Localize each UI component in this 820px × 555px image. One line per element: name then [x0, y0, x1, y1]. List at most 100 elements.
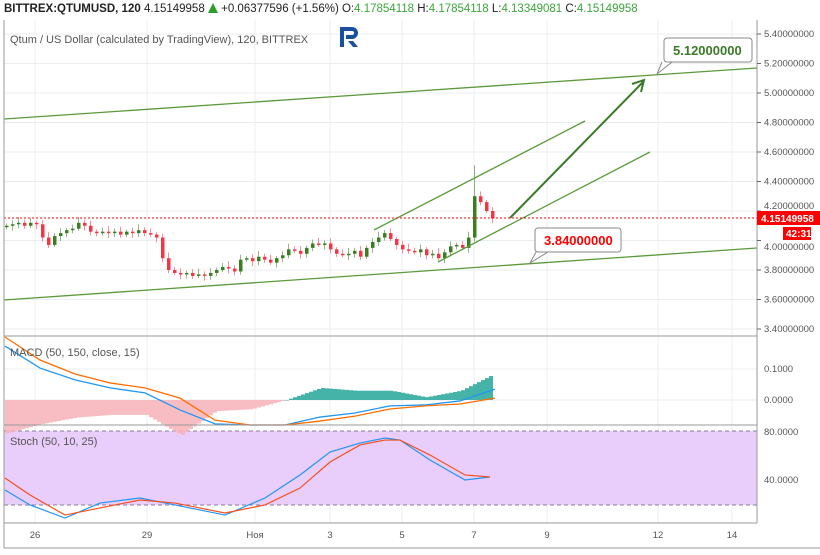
candle-body: [17, 222, 21, 225]
macd-histogram-bar: [361, 390, 365, 400]
candle-body: [485, 202, 489, 211]
candle-body: [443, 252, 447, 259]
macd-histogram-bar: [421, 396, 425, 400]
y-tick-label: 4.80000000: [764, 118, 814, 129]
forecast-arrow[interactable]: [509, 81, 644, 219]
candle-body: [77, 222, 81, 229]
macd-histogram-bar: [185, 400, 189, 432]
candle-body: [353, 250, 357, 254]
support-callout[interactable]: [534, 227, 622, 253]
macd-histogram-bar: [425, 397, 429, 400]
macd-histogram-bar: [97, 400, 101, 416]
macd-histogram-bar: [69, 400, 73, 419]
macd-histogram-bar: [481, 380, 485, 400]
macd-histogram-bar: [53, 400, 57, 422]
macd-histogram-bar: [205, 400, 209, 419]
macd-histogram-bar: [221, 400, 225, 411]
candle-body: [473, 196, 477, 238]
candle-body: [197, 274, 201, 276]
macd-histogram-bar: [85, 400, 89, 417]
candle-body: [191, 272, 195, 276]
low-label: L:: [491, 3, 502, 15]
candle-body: [137, 230, 141, 234]
target-callout[interactable]: [663, 37, 753, 63]
main-legend: Qtum / US Dollar (calculated by TradingV…: [10, 34, 309, 46]
candle-body: [215, 270, 219, 273]
candle-body: [365, 247, 369, 257]
channel-upper-line[interactable]: [373, 120, 586, 231]
macd-histogram-bar: [305, 393, 309, 400]
macd-histogram-bar: [473, 384, 477, 400]
close-value: 4.15149958: [576, 3, 638, 15]
macd-histogram-bar: [93, 400, 97, 417]
macd-histogram-bar: [161, 400, 165, 425]
macd-histogram-bar: [125, 400, 129, 415]
y-tick-label: 4.40000000: [764, 177, 814, 188]
candle-body: [317, 243, 321, 245]
macd-histogram-bar: [237, 400, 241, 410]
candle-body: [293, 249, 297, 251]
candle-body: [329, 243, 333, 250]
up-arrow-icon: [207, 3, 218, 13]
candle-body: [359, 250, 363, 257]
candle-body: [95, 231, 99, 234]
high-label: H:: [417, 3, 429, 15]
candle-body: [227, 267, 231, 269]
candle-body: [203, 274, 207, 276]
lower-trendline[interactable]: [3, 247, 758, 301]
candle-body: [107, 231, 111, 234]
candle-body: [185, 272, 189, 275]
candle-body: [461, 244, 465, 248]
candle-body: [311, 243, 315, 248]
y-tick-label: 3.60000000: [764, 295, 814, 306]
macd-histogram-bar: [465, 388, 469, 400]
candle-body: [101, 231, 105, 234]
candle-body: [239, 259, 243, 272]
candle-body: [125, 231, 129, 235]
stoch-k-line: [4, 437, 491, 519]
macd-histogram-bar: [197, 400, 201, 424]
candle-body: [437, 253, 441, 259]
macd-histogram-bar: [137, 400, 141, 415]
macd-histogram-bar: [77, 400, 81, 418]
candle-body: [287, 249, 291, 256]
macd-histogram-bar: [369, 390, 373, 400]
macd-histogram-bar: [133, 400, 137, 415]
candle-body: [413, 250, 417, 253]
symbol: BITTREX:QTUMUSD, 120: [4, 3, 141, 15]
candle-body: [347, 253, 351, 256]
upper-trendline[interactable]: [3, 67, 758, 120]
macd-histogram-bar: [413, 394, 417, 400]
candle-body: [275, 258, 279, 263]
x-tick-label: Ноя: [246, 530, 263, 541]
stoch-d-line: [4, 439, 491, 516]
macd-histogram-bar: [317, 388, 321, 400]
macd-histogram-bar: [5, 400, 9, 434]
candle-body: [383, 233, 387, 238]
candle-body: [455, 244, 459, 247]
candle-body: [35, 222, 39, 225]
candle-body: [389, 233, 393, 240]
x-tick-label: 7: [471, 530, 476, 541]
macd-histogram-bar: [309, 391, 313, 400]
candle-body: [143, 230, 147, 234]
candle-body: [323, 243, 327, 245]
macd-histogram-bar: [165, 400, 169, 427]
macd-histogram-bar: [417, 395, 421, 400]
macd-histogram-bar: [13, 400, 17, 432]
macd-histogram-bar: [57, 400, 61, 422]
roboforex-logo: [340, 27, 358, 47]
arrow-head-icon: [631, 78, 646, 93]
macd-histogram-bar: [385, 390, 389, 400]
macd-histogram-bar: [241, 400, 245, 410]
macd-histogram-bar: [333, 388, 337, 400]
channel-lower-line[interactable]: [437, 151, 651, 263]
macd-histogram-bar: [21, 400, 25, 430]
macd-histogram-bar: [345, 389, 349, 400]
macd-histogram-bar: [457, 391, 461, 400]
candle-body: [59, 233, 63, 237]
candle-body: [341, 253, 345, 256]
macd-histogram-bar: [373, 390, 377, 400]
